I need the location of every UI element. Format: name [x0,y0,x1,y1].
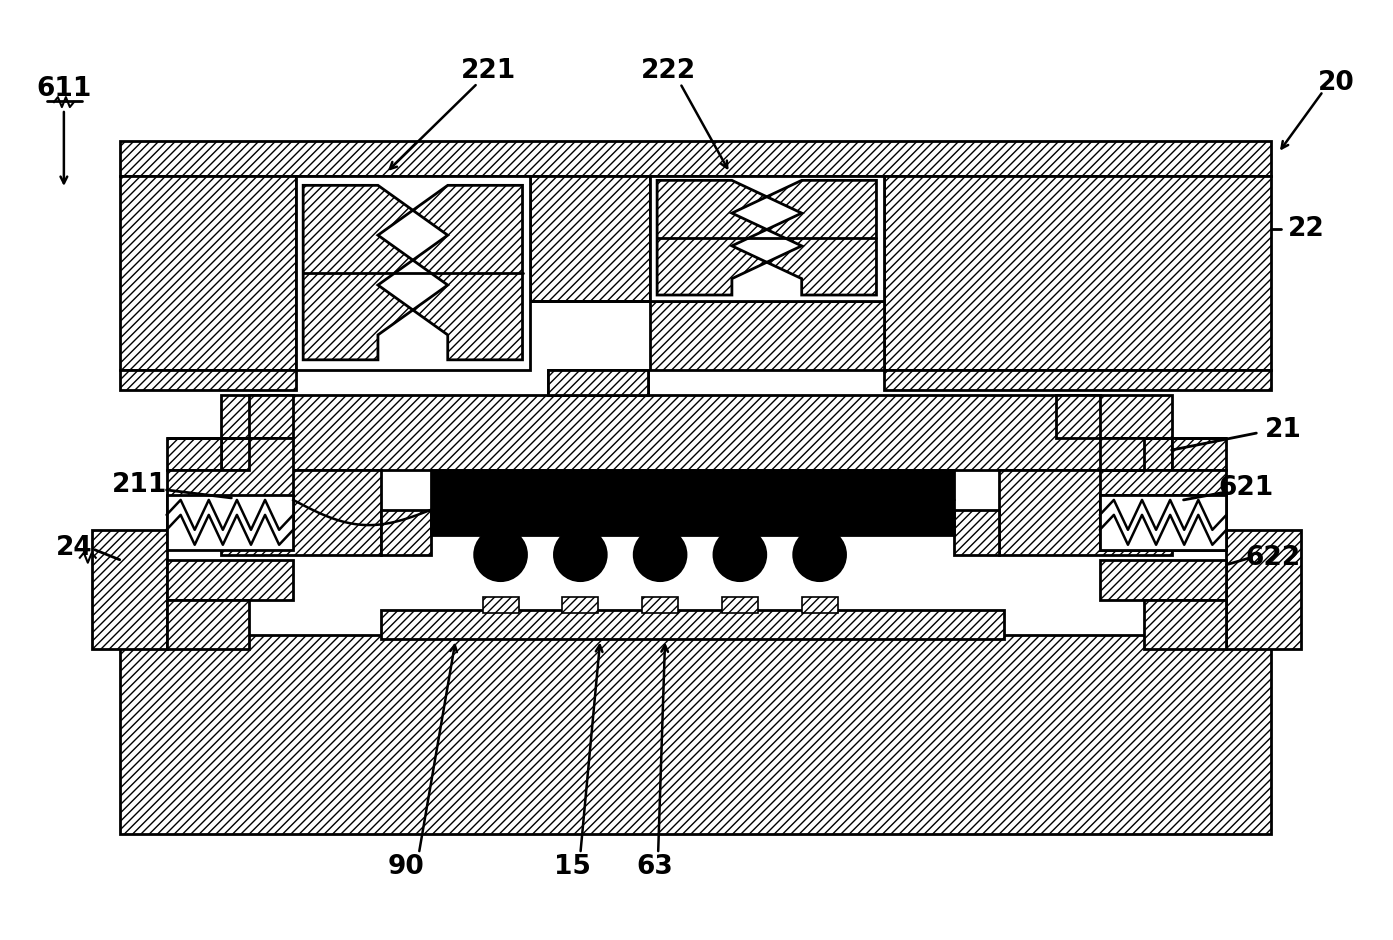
Bar [651,176,885,301]
Text: 63: 63 [637,854,673,880]
Polygon shape [167,395,293,438]
Text: 20: 20 [1318,70,1354,96]
Text: 24: 24 [56,535,92,561]
Bar [1100,495,1226,550]
Polygon shape [999,470,1172,555]
Polygon shape [531,301,885,370]
Polygon shape [1172,438,1226,470]
Polygon shape [167,559,293,600]
Polygon shape [549,370,648,400]
Bar [642,597,678,613]
Polygon shape [412,185,522,360]
Polygon shape [167,438,293,530]
Polygon shape [120,370,297,390]
Circle shape [794,529,846,581]
Bar [722,597,758,613]
Text: 611: 611 [36,76,92,102]
Text: 621: 621 [1219,475,1275,501]
Polygon shape [304,185,412,360]
Polygon shape [120,141,1272,176]
Bar [802,597,837,613]
Bar [563,597,598,613]
Polygon shape [92,530,167,650]
Polygon shape [885,370,1272,390]
Bar [378,185,447,360]
Polygon shape [1144,600,1226,650]
Circle shape [634,529,685,581]
Polygon shape [167,600,249,650]
Polygon shape [954,509,999,555]
Circle shape [715,529,766,581]
Text: 211: 211 [111,472,167,498]
Bar [120,634,1272,834]
Bar [380,609,1004,639]
Polygon shape [657,180,766,295]
Polygon shape [167,438,221,470]
Polygon shape [1100,559,1226,600]
Polygon shape [766,180,876,295]
Text: 222: 222 [641,58,695,85]
Polygon shape [549,370,648,395]
Text: 90: 90 [387,854,425,880]
Polygon shape [221,395,1172,470]
Bar [1100,495,1226,550]
Text: 15: 15 [554,854,591,880]
Bar [482,597,518,613]
Polygon shape [1056,395,1226,438]
Polygon shape [221,470,380,555]
Text: 22: 22 [1287,215,1325,242]
Bar [297,176,531,370]
Bar [731,180,802,295]
Text: 622: 622 [1245,545,1301,571]
Bar [167,495,293,550]
Text: 221: 221 [461,58,517,85]
Bar [430,580,954,600]
Polygon shape [380,509,430,555]
Polygon shape [531,176,651,301]
Polygon shape [1226,530,1301,650]
Text: 21: 21 [1265,417,1301,443]
Polygon shape [885,176,1272,370]
Polygon shape [120,176,297,370]
Circle shape [475,529,527,581]
Polygon shape [1100,438,1226,530]
Circle shape [554,529,606,581]
Bar [430,470,954,535]
